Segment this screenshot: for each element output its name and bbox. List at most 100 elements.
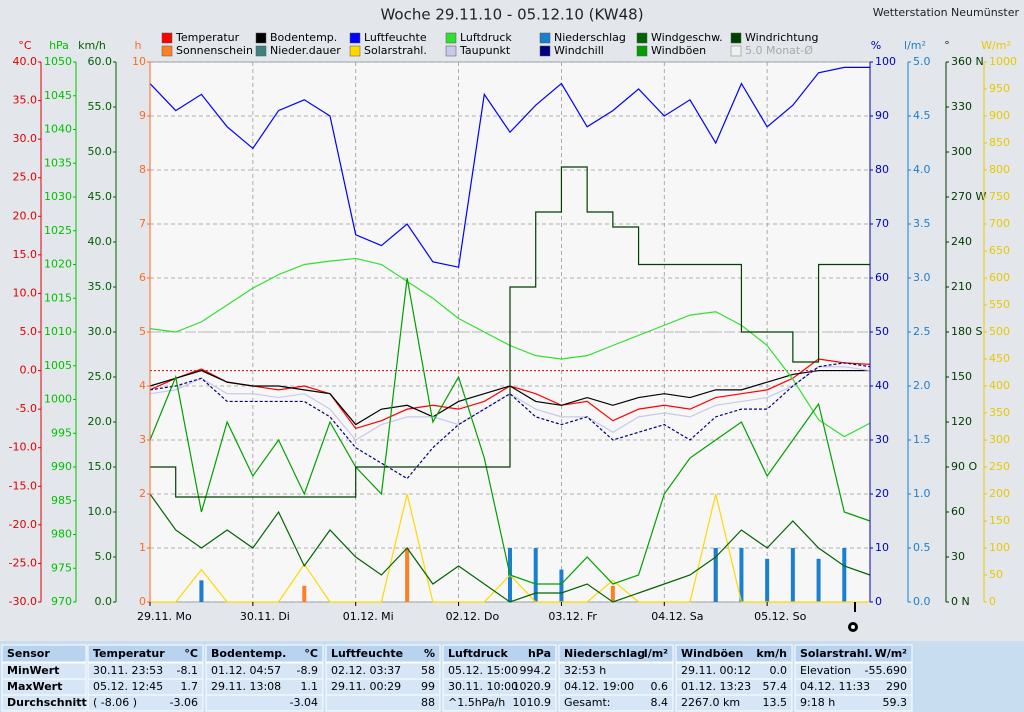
legend-swatch	[255, 32, 267, 44]
tick-label: 30	[951, 550, 965, 563]
table-cell	[558, 694, 674, 712]
tick-label: 6	[139, 271, 146, 284]
table-cell-text: ( -8.06 )	[93, 696, 137, 709]
tick-label: 5.0	[95, 550, 113, 563]
x-tick-label: 05.12. So	[754, 610, 806, 623]
axis-unit: h	[135, 39, 142, 52]
legend-swatch	[730, 32, 742, 44]
legend-swatch	[255, 45, 267, 57]
x-tick-label: 02.12. Do	[446, 610, 500, 623]
tick-label: 10	[875, 541, 889, 554]
tick-label: 0.0	[913, 595, 931, 608]
x-tick-label: 29.11. Mo	[137, 610, 192, 623]
tick-label: 1050	[44, 55, 72, 68]
tick-label: 50	[875, 325, 889, 338]
tick-label: 5	[139, 325, 146, 338]
tick-label: 1040	[44, 123, 72, 136]
tick-label: 1015	[44, 291, 72, 304]
tick-label: 10	[132, 55, 146, 68]
table-cell-text: 9:18 h	[800, 696, 835, 709]
table-cell-text: Gesamt:	[564, 696, 611, 709]
tick-label: 1025	[44, 224, 72, 237]
table-cell	[442, 644, 557, 663]
table-cell	[794, 644, 913, 663]
tick-label: 15.0	[13, 248, 38, 261]
bar	[816, 558, 821, 602]
tick-label: 800	[989, 163, 1010, 176]
tick-label: 35.0	[88, 280, 113, 293]
table-cell	[675, 644, 793, 663]
table-cell-value: 59.3	[883, 696, 908, 709]
summary-table: Sensor Temperatur °C Bodentemp. °C Luftfeucht…	[0, 641, 1024, 712]
tick-label: 60	[951, 505, 965, 518]
tick-label: 1030	[44, 190, 72, 203]
tick-label: 0 N	[951, 595, 970, 608]
series-line	[149, 277, 871, 585]
table-cell-text: 29.11. 13:08	[211, 680, 281, 693]
tick-label: 8	[139, 163, 146, 176]
legend-label: 5.0 Monat-Ø	[745, 44, 813, 57]
legend-label: Bodentemp.	[270, 31, 337, 44]
table-cell-text: 01.12. 04:57	[211, 664, 281, 677]
tick-label: 995	[51, 426, 72, 439]
tick-label: 2.5	[913, 325, 931, 338]
tick-label: 270 W	[951, 190, 986, 203]
table-cell	[325, 644, 441, 663]
tick-label: 25.0	[88, 370, 113, 383]
tick-label: 1010	[44, 325, 72, 338]
table-cell-value: 13.5	[763, 696, 788, 709]
table-cell-text: ^1.5hPa/h	[448, 696, 505, 709]
bar	[765, 558, 770, 602]
tick-label: 550	[989, 298, 1010, 311]
legend-label: Solarstrahl.	[364, 44, 427, 57]
x-tick-label: 04.12. Sa	[651, 610, 703, 623]
tick-label: 400	[989, 379, 1010, 392]
tick-label: 100	[875, 55, 896, 68]
table-cell-text: 02.12. 03:37	[331, 664, 401, 677]
tick-label: 350	[989, 406, 1010, 419]
marks	[149, 66, 871, 603]
tick-label: 60	[875, 271, 889, 284]
tick-label: 300	[951, 145, 972, 158]
x-tick-label: 03.12. Fr	[548, 610, 597, 623]
x-tick-label: 30.11. Di	[240, 610, 290, 623]
tick-label: -25.0	[9, 556, 37, 569]
tick-label: 50	[989, 568, 1003, 581]
tick-label: 1.5	[913, 433, 931, 446]
tick-label: 360 N	[951, 55, 984, 68]
tick-label: 450	[989, 352, 1010, 365]
table-cell-value: -8.1	[177, 664, 198, 677]
legend-label: Temperatur	[175, 31, 240, 44]
table-cell	[794, 694, 913, 712]
table-cell-text: 2267.0 km	[681, 696, 740, 709]
tick-label: 60.0	[88, 55, 113, 68]
tick-label: 330	[951, 100, 972, 113]
table-cell-value: 88	[421, 696, 435, 709]
tick-label: 1045	[44, 89, 72, 102]
table-cell-value: 57.4	[763, 680, 788, 693]
tick-label: 4	[139, 379, 146, 392]
table-cell-text: 29.11. 00:29	[331, 680, 401, 693]
bar	[790, 548, 795, 602]
tick-label: 0.0	[20, 364, 38, 377]
bar	[302, 585, 307, 602]
tick-label: 90	[875, 109, 889, 122]
table-cell-text: 05.12. 12:45	[93, 680, 163, 693]
legend-label: Windchill	[554, 44, 604, 57]
tick-label: 180 S	[951, 325, 982, 338]
legend-swatch	[445, 45, 457, 57]
legend-swatch	[349, 45, 361, 57]
table-cell-value: 290	[886, 680, 907, 693]
table-cell-value: 99	[421, 680, 435, 693]
tick-label: 30.0	[13, 132, 38, 145]
table-header-unit: hPa	[528, 647, 551, 660]
table-header-unit: W/m²	[875, 647, 908, 660]
tick-label: 4.0	[913, 163, 931, 176]
table-header: Luftdruck	[448, 647, 509, 660]
table-cell-value: -3.04	[290, 696, 318, 709]
table-cell-text: 30.11. 23:53	[93, 664, 163, 677]
table-header: Solarstrahl.	[800, 647, 873, 660]
tick-label: -10.0	[9, 441, 37, 454]
tick-label: 150	[989, 514, 1010, 527]
legend-swatch	[636, 45, 648, 57]
